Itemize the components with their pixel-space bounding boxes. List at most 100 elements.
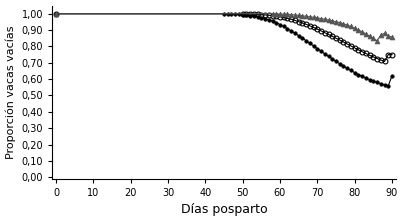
Alta bbox=[386, 85, 391, 87]
Metritis bbox=[345, 24, 349, 26]
Alta bbox=[349, 69, 354, 72]
Metritis bbox=[352, 27, 357, 30]
Alta bbox=[311, 45, 316, 47]
Line: Metritis: Metritis bbox=[54, 11, 394, 43]
Retención de placenta bbox=[248, 13, 252, 15]
Alta bbox=[274, 21, 279, 24]
Retención de placenta bbox=[379, 59, 383, 61]
Metritis bbox=[367, 35, 372, 38]
Alta bbox=[292, 32, 297, 34]
Alta bbox=[367, 78, 372, 81]
Retención de placenta bbox=[389, 53, 394, 56]
Metritis bbox=[356, 29, 361, 31]
Alta bbox=[326, 55, 331, 58]
Alta bbox=[285, 27, 290, 30]
Retención de placenta bbox=[352, 47, 357, 49]
Alta bbox=[364, 77, 368, 79]
Retención de placenta bbox=[259, 13, 264, 16]
Retención de placenta bbox=[289, 18, 294, 21]
Retención de placenta bbox=[375, 57, 379, 60]
Retención de placenta bbox=[315, 28, 320, 30]
Metritis bbox=[364, 32, 368, 35]
Retención de placenta bbox=[386, 53, 391, 56]
Metritis bbox=[289, 13, 294, 16]
Retención de placenta bbox=[367, 54, 372, 57]
Retención de placenta bbox=[341, 41, 346, 43]
Metritis bbox=[322, 18, 327, 21]
Retención de placenta bbox=[371, 56, 376, 58]
Retención de placenta bbox=[281, 16, 286, 19]
Line: Retención de placenta: Retención de placenta bbox=[54, 11, 394, 64]
Retención de placenta bbox=[240, 12, 245, 15]
Metritis bbox=[319, 17, 324, 20]
Alta bbox=[270, 20, 275, 23]
Metritis bbox=[281, 13, 286, 16]
Retención de placenta bbox=[307, 24, 312, 27]
Retención de placenta bbox=[337, 39, 342, 41]
Retención de placenta bbox=[349, 45, 354, 47]
Metritis bbox=[311, 16, 316, 19]
Retención de placenta bbox=[266, 14, 271, 16]
Metritis bbox=[375, 40, 379, 42]
Alta bbox=[337, 62, 342, 65]
Metritis bbox=[341, 23, 346, 25]
Metritis bbox=[371, 37, 376, 40]
Retención de placenta bbox=[255, 13, 260, 16]
Alta bbox=[345, 67, 349, 70]
Alta bbox=[379, 82, 383, 85]
Alta bbox=[296, 34, 301, 37]
Metritis bbox=[349, 25, 354, 28]
Alta bbox=[259, 16, 264, 19]
Retención de placenta bbox=[326, 33, 331, 36]
Metritis bbox=[292, 14, 297, 16]
Alta bbox=[307, 42, 312, 45]
Alta bbox=[255, 16, 260, 18]
Alta bbox=[389, 75, 394, 77]
Metritis bbox=[330, 20, 335, 22]
Retención de placenta bbox=[360, 50, 364, 53]
Alta bbox=[319, 50, 324, 52]
Metritis bbox=[285, 13, 290, 16]
Alta bbox=[371, 80, 376, 82]
Metritis bbox=[307, 16, 312, 18]
Retención de placenta bbox=[270, 14, 275, 17]
Retención de placenta bbox=[322, 31, 327, 34]
Retención de placenta bbox=[345, 43, 349, 45]
Metritis bbox=[270, 12, 275, 15]
Metritis bbox=[300, 14, 305, 17]
Alta bbox=[240, 13, 245, 16]
Alta bbox=[221, 12, 226, 15]
Retención de placenta bbox=[278, 16, 282, 18]
Alta bbox=[248, 14, 252, 17]
Alta bbox=[225, 13, 230, 15]
Alta bbox=[289, 30, 294, 32]
Retención de placenta bbox=[292, 19, 297, 22]
Metritis bbox=[382, 32, 387, 35]
Retención de placenta bbox=[382, 60, 387, 63]
Retención de placenta bbox=[304, 23, 309, 26]
Alta bbox=[360, 75, 364, 78]
Y-axis label: Proporción vacas vacías: Proporción vacas vacías bbox=[6, 26, 16, 159]
Alta bbox=[341, 65, 346, 67]
Metritis bbox=[326, 19, 331, 22]
Alta bbox=[322, 52, 327, 55]
Alta bbox=[300, 37, 305, 40]
Retención de placenta bbox=[356, 49, 361, 51]
Metritis bbox=[296, 14, 301, 17]
Retención de placenta bbox=[244, 13, 249, 15]
Metritis bbox=[386, 35, 391, 38]
Metritis bbox=[278, 13, 282, 15]
Retención de placenta bbox=[285, 17, 290, 20]
Alta bbox=[54, 12, 59, 15]
Metritis bbox=[337, 21, 342, 24]
Alta bbox=[233, 13, 238, 16]
Retención de placenta bbox=[251, 13, 256, 16]
Line: Alta: Alta bbox=[54, 12, 394, 87]
Alta bbox=[315, 47, 320, 50]
Metritis bbox=[304, 15, 309, 18]
Alta bbox=[330, 57, 335, 60]
Retención de placenta bbox=[54, 12, 59, 15]
Alta bbox=[229, 13, 234, 15]
Alta bbox=[382, 83, 387, 86]
Alta bbox=[281, 25, 286, 28]
